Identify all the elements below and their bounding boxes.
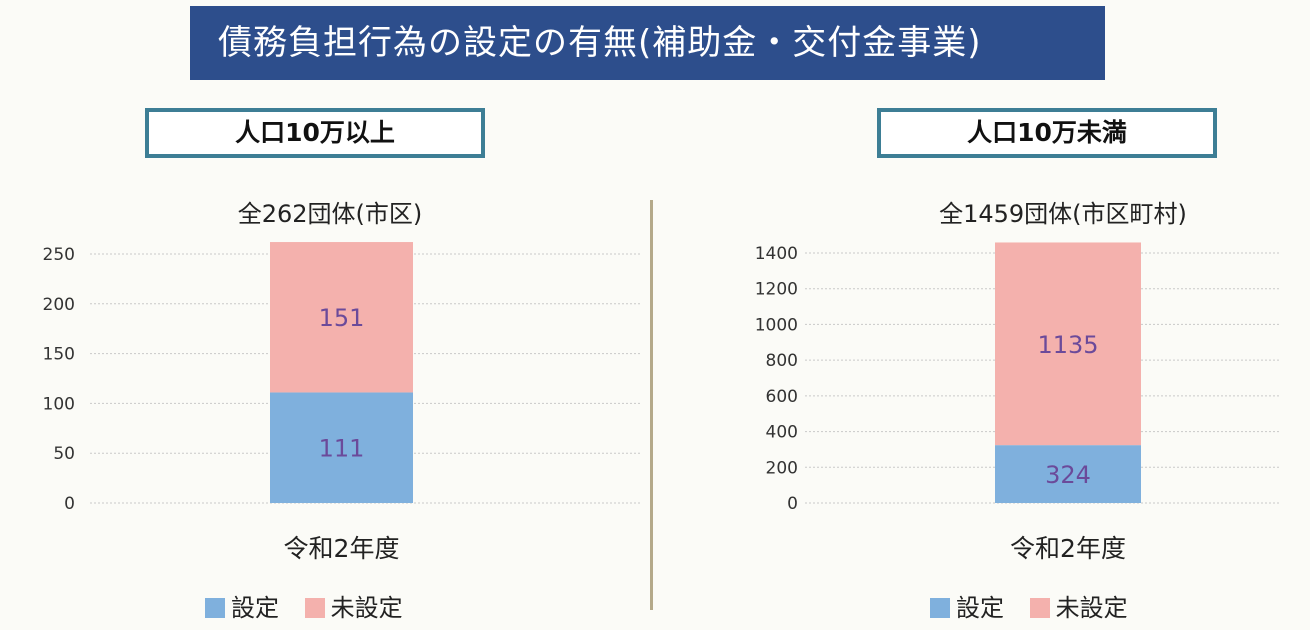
legend-swatch-unset [1029,598,1050,618]
y-tick-label: 1000 [755,315,798,335]
panel-divider [650,200,653,610]
chart-title: 全262団体(市区) [238,200,423,228]
y-tick-label: 150 [43,345,75,365]
data-label-unset: 151 [319,304,365,332]
legend-label-unset: 未設定 [330,594,403,622]
panel-title-large: 人口10万以上 [145,108,485,158]
y-tick-label: 600 [766,387,798,407]
legend-item-unset: 未設定 [304,594,403,622]
legend-small: 設定 未設定 [930,588,1146,623]
y-tick-label: 1200 [755,280,798,300]
panel-title-small: 人口10万未満 [877,108,1217,158]
legend-label-unset: 未設定 [1055,594,1128,622]
legend-swatch-set [205,598,225,618]
legend-item-set: 設定 [930,594,1004,622]
legend-label-set: 設定 [231,594,279,622]
bar-segment-unset [995,242,1141,446]
bar-segment-set [995,445,1141,503]
y-tick-label: 200 [766,458,798,478]
legend-swatch-set [930,598,950,618]
y-tick-label: 1400 [755,244,798,264]
legend-item-set: 設定 [205,594,279,622]
y-tick-label: 50 [53,444,75,464]
legend-label-set: 設定 [956,594,1004,622]
legend-item-unset: 未設定 [1029,594,1128,622]
y-tick-label: 250 [43,245,75,265]
y-tick-label: 0 [64,494,75,514]
bar-segment-set [270,392,413,503]
category-label: 令和2年度 [1010,534,1126,563]
y-tick-label: 800 [766,351,798,371]
banner-title: 債務負担行為の設定の有無(補助金・交付金事業) [190,6,1105,80]
category-label: 令和2年度 [284,534,400,563]
data-label-set: 111 [319,435,365,463]
legend-swatch-unset [304,598,325,618]
y-tick-label: 100 [43,394,75,414]
data-label-unset: 1135 [1037,331,1098,359]
data-label-set: 324 [1045,461,1091,489]
y-tick-label: 0 [787,494,798,514]
chart-title: 全1459団体(市区町村) [939,200,1187,228]
bar-segment-unset [270,242,413,393]
legend-large: 設定 未設定 [205,588,421,623]
y-tick-label: 200 [43,295,75,315]
y-tick-label: 400 [766,423,798,443]
